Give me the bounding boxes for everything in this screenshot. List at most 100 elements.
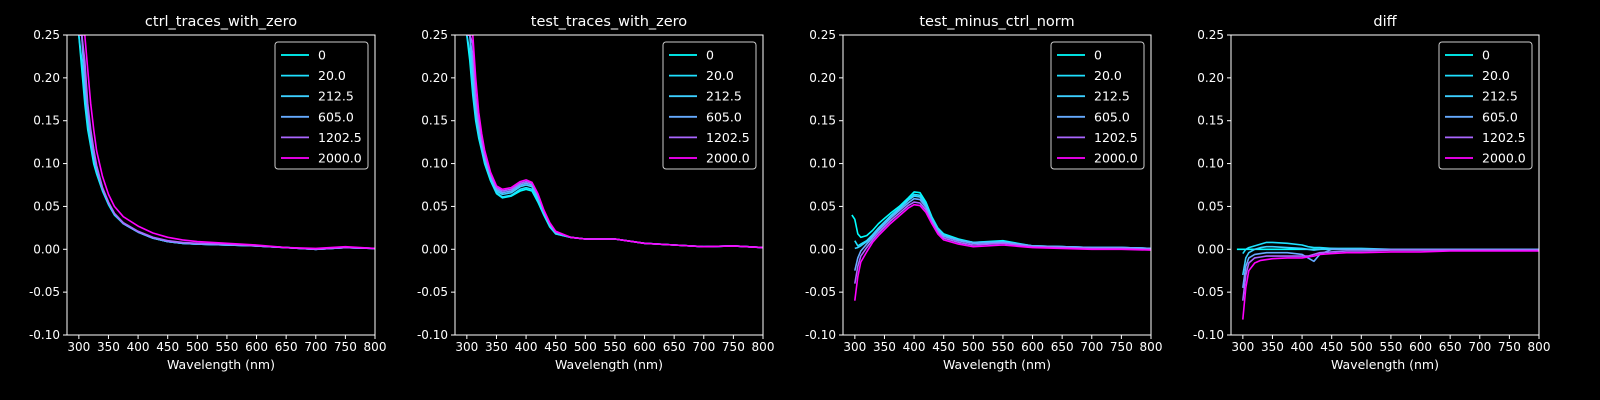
x-tick-label: 650 bbox=[663, 340, 686, 354]
legend-label: 605.0 bbox=[318, 109, 354, 124]
x-tick-label: 750 bbox=[334, 340, 357, 354]
legend-label: 20.0 bbox=[1482, 68, 1510, 83]
x-tick-label: 600 bbox=[633, 340, 656, 354]
y-tick-label: 0.10 bbox=[33, 157, 60, 171]
legend-label: 2000.0 bbox=[1094, 151, 1138, 166]
legend-label: 0 bbox=[318, 48, 326, 63]
x-axis-label: Wavelength (nm) bbox=[167, 357, 275, 372]
legend-label: 2000.0 bbox=[318, 151, 362, 166]
y-tick-label: -0.05 bbox=[1193, 285, 1224, 299]
legend-label: 1202.5 bbox=[1094, 130, 1138, 145]
x-axis-label: Wavelength (nm) bbox=[1331, 357, 1439, 372]
x-tick-label: 600 bbox=[245, 340, 268, 354]
chart-title: diff bbox=[1373, 14, 1397, 30]
y-tick-label: 0.25 bbox=[421, 28, 448, 42]
y-tick-label: 0.00 bbox=[33, 242, 60, 256]
legend-label: 1202.5 bbox=[1482, 130, 1526, 145]
chart-title: test_minus_ctrl_norm bbox=[919, 14, 1074, 30]
y-tick-label: 0.15 bbox=[33, 114, 60, 128]
legend-label: 20.0 bbox=[706, 68, 734, 83]
y-tick-label: -0.05 bbox=[29, 285, 60, 299]
x-tick-label: 300 bbox=[1231, 340, 1254, 354]
x-tick-label: 500 bbox=[962, 340, 985, 354]
x-tick-label: 600 bbox=[1021, 340, 1044, 354]
subplot-0: 300 350 400 450 500 550 600 650 700 750 800 -0.10 -0… bbox=[29, 14, 387, 372]
axes-frame bbox=[842, 34, 1152, 336]
series-line-1202.5 bbox=[854, 201, 1151, 284]
y-tick-label: 0.25 bbox=[33, 28, 60, 42]
x-tick-label: 300 bbox=[455, 340, 478, 354]
x-tick-label: 400 bbox=[515, 340, 538, 354]
y-tick-label: 0.20 bbox=[809, 71, 836, 85]
x-tick-label: 750 bbox=[1498, 340, 1521, 354]
legend-label: 212.5 bbox=[1094, 89, 1130, 104]
x-tick-label: 750 bbox=[1110, 340, 1133, 354]
subplot-1: 300 350 400 450 500 550 600 650 700 750 800 -0.10 -0… bbox=[417, 14, 775, 372]
legend: 0 20.0 212.5 605.0 1202.5 2000.0 bbox=[662, 41, 757, 170]
x-tick-label: 800 bbox=[1528, 340, 1551, 354]
x-tick-label: 300 bbox=[67, 340, 90, 354]
axes-frame bbox=[66, 34, 376, 336]
legend-label: 605.0 bbox=[1482, 109, 1518, 124]
legend: 0 20.0 212.5 605.0 1202.5 2000.0 bbox=[274, 41, 369, 170]
subplot-3: 300 350 400 450 500 550 600 650 700 750 800 -0.10 -0… bbox=[1193, 14, 1551, 372]
legend: 0 20.0 212.5 605.0 1202.5 2000.0 bbox=[1438, 41, 1533, 170]
legend: 0 20.0 212.5 605.0 1202.5 2000.0 bbox=[1050, 41, 1145, 170]
x-tick-label: 450 bbox=[156, 340, 179, 354]
y-tick-label: 0.15 bbox=[1197, 114, 1224, 128]
y-tick-label: -0.10 bbox=[417, 328, 448, 342]
y-tick-label: -0.05 bbox=[417, 285, 448, 299]
x-tick-label: 650 bbox=[1051, 340, 1074, 354]
series-line-1202.5 bbox=[1242, 249, 1539, 301]
x-tick-label: 450 bbox=[544, 340, 567, 354]
y-tick-label: -0.10 bbox=[805, 328, 836, 342]
x-tick-label: 450 bbox=[1320, 340, 1343, 354]
x-tick-label: 350 bbox=[873, 340, 896, 354]
legend-label: 20.0 bbox=[318, 68, 346, 83]
legend-label: 605.0 bbox=[706, 109, 742, 124]
y-tick-label: -0.10 bbox=[29, 328, 60, 342]
chart-title: test_traces_with_zero bbox=[531, 14, 688, 30]
x-tick-label: 800 bbox=[752, 340, 775, 354]
x-tick-label: 750 bbox=[722, 340, 745, 354]
x-tick-label: 650 bbox=[1439, 340, 1462, 354]
y-tick-label: 0.15 bbox=[809, 114, 836, 128]
y-tick-label: 0.15 bbox=[421, 114, 448, 128]
legend-label: 212.5 bbox=[318, 89, 354, 104]
x-tick-label: 400 bbox=[127, 340, 150, 354]
x-tick-label: 800 bbox=[1140, 340, 1163, 354]
series-group bbox=[851, 191, 1151, 301]
series-line-2000.0 bbox=[466, 35, 763, 249]
x-axis-label: Wavelength (nm) bbox=[555, 357, 663, 372]
x-tick-label: 550 bbox=[991, 340, 1014, 354]
series-group bbox=[466, 35, 763, 249]
x-tick-label: 700 bbox=[1468, 340, 1491, 354]
x-axis-label: Wavelength (nm) bbox=[943, 357, 1051, 372]
x-tick-label: 300 bbox=[843, 340, 866, 354]
y-tick-label: 0.20 bbox=[1197, 71, 1224, 85]
x-tick-label: 500 bbox=[1350, 340, 1373, 354]
y-tick-label: -0.10 bbox=[1193, 328, 1224, 342]
x-tick-label: 800 bbox=[364, 340, 387, 354]
y-tick-label: 0.00 bbox=[809, 242, 836, 256]
x-tick-label: 500 bbox=[186, 340, 209, 354]
y-tick-label: 0.05 bbox=[421, 199, 448, 213]
y-tick-label: 0.05 bbox=[809, 199, 836, 213]
subplots: 300 350 400 450 500 550 600 650 700 750 800 -0.10 -0… bbox=[29, 14, 1551, 372]
chart-title: ctrl_traces_with_zero bbox=[145, 14, 297, 30]
y-tick-label: 0.05 bbox=[33, 199, 60, 213]
x-tick-label: 450 bbox=[932, 340, 955, 354]
x-tick-label: 650 bbox=[275, 340, 298, 354]
series-line-2000.0 bbox=[78, 35, 375, 250]
series-line-2000.0 bbox=[1242, 250, 1539, 320]
x-tick-label: 350 bbox=[97, 340, 120, 354]
x-tick-label: 550 bbox=[603, 340, 626, 354]
legend-label: 1202.5 bbox=[318, 130, 362, 145]
y-tick-label: 0.25 bbox=[1197, 28, 1224, 42]
y-tick-label: 0.20 bbox=[421, 71, 448, 85]
y-tick-label: 0.10 bbox=[421, 157, 448, 171]
x-tick-label: 500 bbox=[574, 340, 597, 354]
x-tick-label: 400 bbox=[903, 340, 926, 354]
